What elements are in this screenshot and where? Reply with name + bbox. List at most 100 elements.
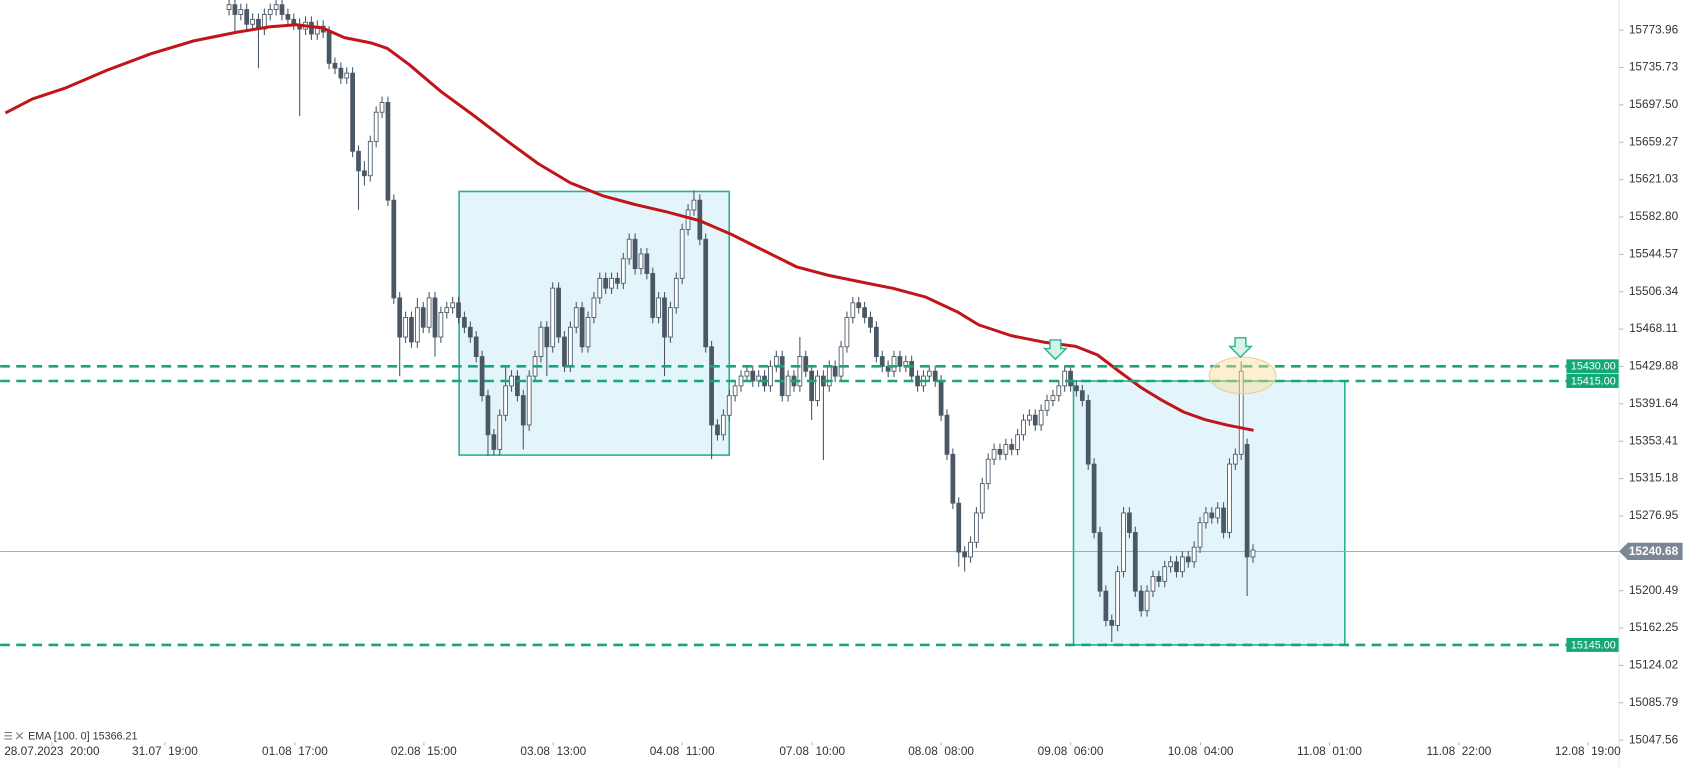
candle-body (267, 9, 273, 15)
candle-body (344, 72, 350, 79)
level-label: 15430.00 (1571, 361, 1616, 373)
candle-body (668, 307, 673, 338)
y-tick-label: 15544.57 (1629, 246, 1678, 260)
candle-body (379, 102, 385, 113)
candle-body (1162, 566, 1168, 582)
candle-body (962, 551, 968, 558)
candle-body (615, 277, 620, 284)
y-tick-label: 15200.49 (1629, 583, 1679, 597)
candle-body (950, 453, 956, 504)
candle-body (1209, 512, 1215, 519)
y-tick-label: 15773.96 (1629, 22, 1679, 36)
y-tick-label: 15429.88 (1629, 359, 1679, 373)
x-tick-label: 28.07.2023 20:00 (4, 744, 100, 758)
candle-body (391, 199, 397, 299)
candle-body (897, 356, 903, 367)
candle-body (1103, 590, 1109, 621)
candle-body (467, 326, 473, 338)
candle-body (285, 14, 291, 20)
candle-body (856, 302, 862, 309)
candle-body (826, 365, 832, 387)
last-price-label: 15240.68 (1629, 544, 1679, 558)
candle-body (520, 395, 526, 426)
y-tick-label: 15735.73 (1629, 60, 1679, 74)
x-tick-label: 01.08 17:00 (262, 744, 328, 758)
candle-body (744, 370, 750, 377)
x-tick-label: 09.08 06:00 (1038, 744, 1104, 758)
y-tick-label: 15506.34 (1629, 284, 1679, 298)
candle-body (1015, 434, 1020, 450)
candle-body (1150, 576, 1156, 592)
candle-body (673, 277, 679, 309)
candle-body (809, 370, 814, 401)
candle-body (591, 297, 597, 318)
x-tick-label: 31.07 19:00 (132, 744, 198, 758)
candle-body (1056, 385, 1062, 397)
candle-body (632, 238, 638, 270)
candle-body (968, 541, 973, 558)
candle-body (367, 141, 373, 177)
candle-body (915, 375, 920, 387)
candle-body (420, 307, 426, 328)
candle-body (891, 356, 897, 372)
candle-body (356, 150, 361, 172)
candle-body (1115, 571, 1121, 626)
candle-body (873, 326, 879, 357)
candle-body (509, 375, 514, 387)
level-label: 15415.00 (1571, 375, 1616, 387)
candle-body (1044, 400, 1050, 411)
candle-body (797, 356, 803, 387)
x-tick-label: 07.08 10:00 (779, 744, 845, 758)
candle-body (473, 336, 479, 357)
candle-body (1138, 590, 1144, 612)
candle-body (562, 336, 567, 367)
candle-body (1203, 512, 1209, 524)
candle-body (662, 297, 667, 338)
y-tick-label: 15047.56 (1629, 732, 1679, 746)
candle-body (620, 258, 626, 284)
candle-body (732, 385, 738, 397)
last-price-badge (1619, 542, 1683, 560)
price-axis-panel (1619, 0, 1687, 767)
candle-body (644, 253, 650, 274)
y-tick-label: 15582.80 (1629, 209, 1679, 223)
candle-body (403, 317, 408, 338)
candle-body (362, 170, 367, 177)
candle-body (1079, 390, 1085, 401)
candle-body (844, 317, 850, 348)
candle-body (438, 312, 444, 338)
candle-body (1068, 370, 1073, 387)
candle-body (938, 380, 944, 416)
candle-body (626, 238, 632, 260)
candle-body (750, 370, 756, 382)
candle-body (1250, 549, 1256, 558)
candle-body (485, 395, 491, 436)
candle-body (1244, 444, 1250, 558)
y-tick-label: 15085.79 (1629, 695, 1679, 709)
candle-body (850, 302, 856, 318)
candle-body (685, 209, 691, 230)
candle-body (838, 346, 844, 377)
candle-body (1027, 414, 1032, 421)
candle-body (444, 307, 450, 314)
candle-body (715, 424, 720, 436)
candle-body (338, 67, 344, 79)
candle-body (597, 277, 603, 299)
candle-body (273, 4, 279, 11)
candle-body (573, 307, 579, 328)
candle-body (1221, 507, 1226, 533)
candle-body (538, 326, 544, 357)
level-label: 15145.00 (1571, 639, 1616, 651)
candle-body (909, 361, 915, 377)
candle-body (1168, 561, 1173, 568)
candle-body (997, 448, 1003, 455)
y-tick-label: 15659.27 (1629, 134, 1678, 148)
candle-body (1174, 561, 1179, 573)
legend: EMA [100. 0] 15366.21 (4, 731, 137, 743)
candle-body (332, 62, 338, 69)
candle-body (585, 317, 591, 348)
candle-body (526, 375, 532, 426)
candle-body (1191, 546, 1197, 563)
candle-body (414, 307, 420, 343)
